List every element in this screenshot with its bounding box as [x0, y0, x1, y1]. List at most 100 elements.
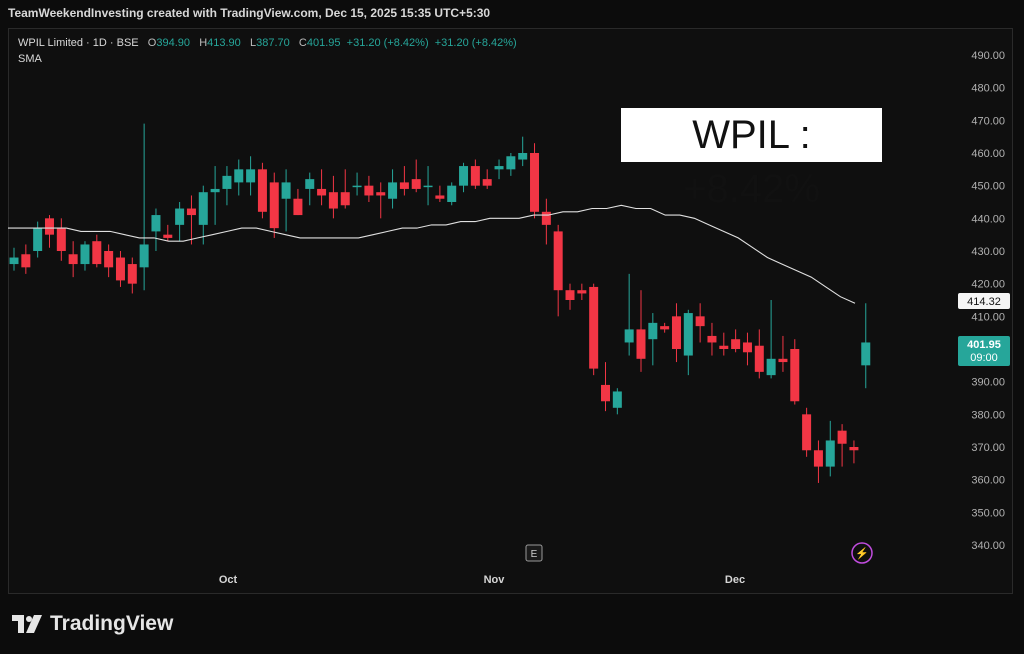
candle-down[interactable]	[754, 345, 764, 372]
candle-down[interactable]	[293, 198, 303, 216]
y-tick-label: 440.00	[971, 213, 1005, 225]
candle-down[interactable]	[742, 342, 752, 353]
candle-down[interactable]	[340, 192, 350, 206]
open-label: O	[147, 37, 157, 49]
candle-down[interactable]	[317, 188, 327, 196]
candle-up[interactable]	[151, 215, 161, 232]
candle-up[interactable]	[766, 358, 776, 376]
y-tick-label: 490.00	[971, 50, 1005, 62]
y-tick-label: 420.00	[971, 279, 1005, 291]
candle-up[interactable]	[305, 179, 315, 189]
candle-up[interactable]	[518, 153, 528, 160]
y-tick-label: 360.00	[971, 475, 1005, 487]
candle-down[interactable]	[269, 182, 279, 229]
candle-down[interactable]	[104, 251, 114, 268]
candle-up[interactable]	[683, 313, 693, 356]
lightning-icon: ⚡	[855, 547, 869, 560]
candle-up[interactable]	[33, 228, 43, 251]
candle-down[interactable]	[577, 290, 587, 294]
change-value: +31.20 (+8.42%)	[346, 37, 429, 49]
candle-down[interactable]	[695, 316, 705, 327]
performance-annotation[interactable]: WPIL : +8.42%	[621, 108, 882, 211]
candle-down[interactable]	[44, 218, 54, 235]
candle-up[interactable]	[861, 342, 871, 366]
candle-up[interactable]	[825, 440, 835, 467]
x-tick-label: Nov	[484, 574, 506, 586]
sma-line	[8, 204, 856, 304]
candle-down[interactable]	[541, 211, 551, 225]
candle-up[interactable]	[612, 391, 622, 408]
candle-up[interactable]	[352, 185, 362, 188]
candle-up[interactable]	[447, 185, 457, 202]
candle-down[interactable]	[186, 208, 196, 216]
earnings-icon: E	[531, 549, 538, 560]
candle-down[interactable]	[56, 228, 66, 251]
candle-down[interactable]	[731, 339, 741, 349]
sma-indicator-label[interactable]: SMA	[18, 53, 42, 65]
candle-down[interactable]	[92, 241, 102, 265]
candle-down[interactable]	[435, 195, 445, 199]
candle-down[interactable]	[565, 290, 575, 300]
candle-up[interactable]	[494, 166, 504, 170]
candle-up[interactable]	[281, 182, 291, 199]
candle-down[interactable]	[328, 192, 338, 209]
candle-down[interactable]	[837, 430, 847, 444]
candle-down[interactable]	[257, 169, 267, 212]
candle-up[interactable]	[210, 188, 220, 193]
brand-name: TradingView	[50, 612, 174, 635]
candle-up[interactable]	[234, 169, 244, 183]
candle-down[interactable]	[127, 264, 137, 284]
candle-up[interactable]	[423, 185, 433, 188]
candle-down[interactable]	[802, 414, 812, 451]
candle-up[interactable]	[388, 182, 398, 199]
candle-up[interactable]	[175, 208, 185, 225]
candle-up[interactable]	[459, 166, 469, 186]
candle-down[interactable]	[601, 384, 610, 402]
candle-down[interactable]	[778, 358, 788, 363]
earnings-marker[interactable]: E	[525, 544, 543, 562]
candle-down[interactable]	[660, 326, 670, 330]
candle-up[interactable]	[222, 175, 232, 189]
candle-up[interactable]	[624, 329, 634, 343]
candle-down[interactable]	[470, 166, 480, 186]
tradingview-logo-icon	[12, 615, 42, 633]
candle-up[interactable]	[506, 156, 516, 170]
y-tick-label: 380.00	[971, 409, 1005, 421]
y-tick-label: 430.00	[971, 246, 1005, 258]
candle-down[interactable]	[813, 450, 823, 467]
tradingview-logo[interactable]: TradingView	[12, 612, 173, 636]
candle-down[interactable]	[68, 254, 78, 265]
candle-down[interactable]	[553, 231, 563, 291]
sma-price-tag: 414.32	[958, 293, 1010, 309]
candle-down[interactable]	[115, 257, 125, 281]
candle-down[interactable]	[482, 179, 492, 186]
y-tick-label: 390.00	[971, 377, 1005, 389]
candle-up[interactable]	[198, 192, 208, 225]
candle-down[interactable]	[399, 182, 409, 189]
candle-up[interactable]	[648, 322, 658, 340]
last-price-tag: 401.95 09:00	[958, 336, 1010, 366]
candle-down[interactable]	[636, 329, 646, 359]
candle-down[interactable]	[849, 447, 859, 451]
candle-down[interactable]	[364, 185, 374, 196]
candle-down[interactable]	[719, 345, 729, 349]
candle-down[interactable]	[530, 153, 540, 212]
candle-down[interactable]	[707, 335, 717, 343]
candle-up[interactable]	[246, 169, 256, 183]
candle-up[interactable]	[80, 244, 90, 265]
candle-down[interactable]	[376, 192, 386, 196]
chart-credit: TeamWeekendInvesting created with Tradin…	[8, 6, 491, 20]
candle-up[interactable]	[139, 244, 149, 268]
dividend-marker[interactable]: ⚡	[851, 542, 873, 564]
candle-down[interactable]	[589, 286, 599, 369]
candle-down[interactable]	[21, 254, 31, 268]
candle-down[interactable]	[163, 234, 173, 238]
candle-down[interactable]	[790, 349, 800, 402]
high-label: H	[199, 37, 208, 49]
candle-down[interactable]	[671, 316, 681, 349]
low-label: L	[249, 37, 257, 49]
sma-price-label: 414.32	[967, 296, 1001, 308]
candle-up[interactable]	[9, 257, 19, 265]
candle-down[interactable]	[411, 179, 421, 189]
